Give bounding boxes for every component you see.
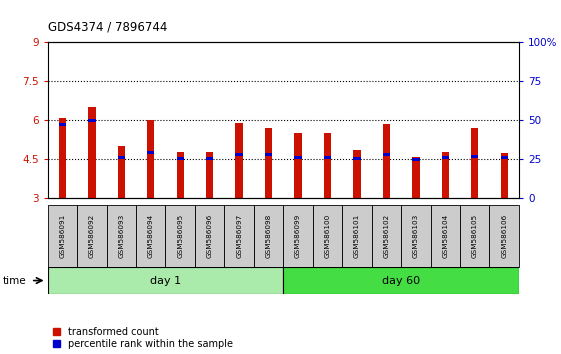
Bar	[59, 118, 66, 198]
FancyBboxPatch shape	[48, 205, 77, 267]
Text: GSM586095: GSM586095	[177, 214, 183, 258]
Bar	[206, 157, 213, 160]
FancyBboxPatch shape	[431, 205, 460, 267]
Bar	[177, 152, 184, 198]
Text: GSM586096: GSM586096	[206, 214, 213, 258]
Bar	[177, 157, 184, 160]
FancyBboxPatch shape	[77, 205, 107, 267]
Text: GSM586099: GSM586099	[295, 214, 301, 258]
Text: GDS4374 / 7896744: GDS4374 / 7896744	[48, 21, 167, 34]
Bar	[88, 119, 95, 122]
FancyBboxPatch shape	[107, 205, 136, 267]
Bar	[295, 133, 302, 198]
Bar	[236, 123, 243, 198]
Bar	[147, 151, 154, 154]
FancyBboxPatch shape	[165, 205, 195, 267]
Text: GSM586100: GSM586100	[324, 214, 330, 258]
Bar	[471, 155, 479, 158]
Text: GSM586104: GSM586104	[442, 214, 448, 258]
FancyBboxPatch shape	[283, 267, 519, 294]
Text: day 60: day 60	[382, 275, 420, 286]
FancyBboxPatch shape	[489, 205, 519, 267]
FancyBboxPatch shape	[254, 205, 283, 267]
Bar	[118, 146, 125, 198]
FancyBboxPatch shape	[401, 205, 431, 267]
Text: GSM586103: GSM586103	[413, 214, 419, 258]
FancyBboxPatch shape	[136, 205, 165, 267]
Bar	[383, 124, 390, 198]
Text: GSM586098: GSM586098	[265, 214, 272, 258]
Legend: transformed count, percentile rank within the sample: transformed count, percentile rank withi…	[53, 327, 233, 349]
Bar	[412, 157, 420, 198]
Bar	[118, 156, 125, 159]
Text: GSM586102: GSM586102	[383, 214, 389, 258]
Text: GSM586094: GSM586094	[148, 214, 154, 258]
Bar	[412, 158, 420, 161]
Bar	[324, 133, 331, 198]
Bar	[353, 157, 361, 160]
Text: time: time	[3, 275, 26, 286]
FancyBboxPatch shape	[195, 205, 224, 267]
Text: GSM586092: GSM586092	[89, 214, 95, 258]
FancyBboxPatch shape	[371, 205, 401, 267]
Text: GSM586093: GSM586093	[118, 214, 125, 258]
Bar	[500, 153, 508, 198]
Bar	[147, 120, 154, 198]
FancyBboxPatch shape	[283, 205, 313, 267]
Text: GSM586097: GSM586097	[236, 214, 242, 258]
FancyBboxPatch shape	[48, 267, 283, 294]
Bar	[471, 128, 479, 198]
Text: GSM586101: GSM586101	[354, 214, 360, 258]
Bar	[295, 156, 302, 159]
Bar	[442, 156, 449, 159]
Bar	[383, 153, 390, 156]
Bar	[206, 152, 213, 198]
Bar	[442, 152, 449, 198]
Text: day 1: day 1	[150, 275, 181, 286]
Bar	[324, 156, 331, 159]
FancyBboxPatch shape	[342, 205, 371, 267]
FancyBboxPatch shape	[313, 205, 342, 267]
Bar	[236, 153, 243, 156]
Bar	[265, 128, 272, 198]
Bar	[59, 123, 66, 126]
Text: GSM586105: GSM586105	[472, 214, 478, 258]
FancyBboxPatch shape	[224, 205, 254, 267]
FancyBboxPatch shape	[460, 205, 489, 267]
Bar	[88, 107, 95, 198]
Text: GSM586106: GSM586106	[501, 214, 507, 258]
Bar	[265, 153, 272, 156]
Bar	[353, 150, 361, 198]
Text: GSM586091: GSM586091	[59, 214, 66, 258]
Bar	[500, 156, 508, 159]
